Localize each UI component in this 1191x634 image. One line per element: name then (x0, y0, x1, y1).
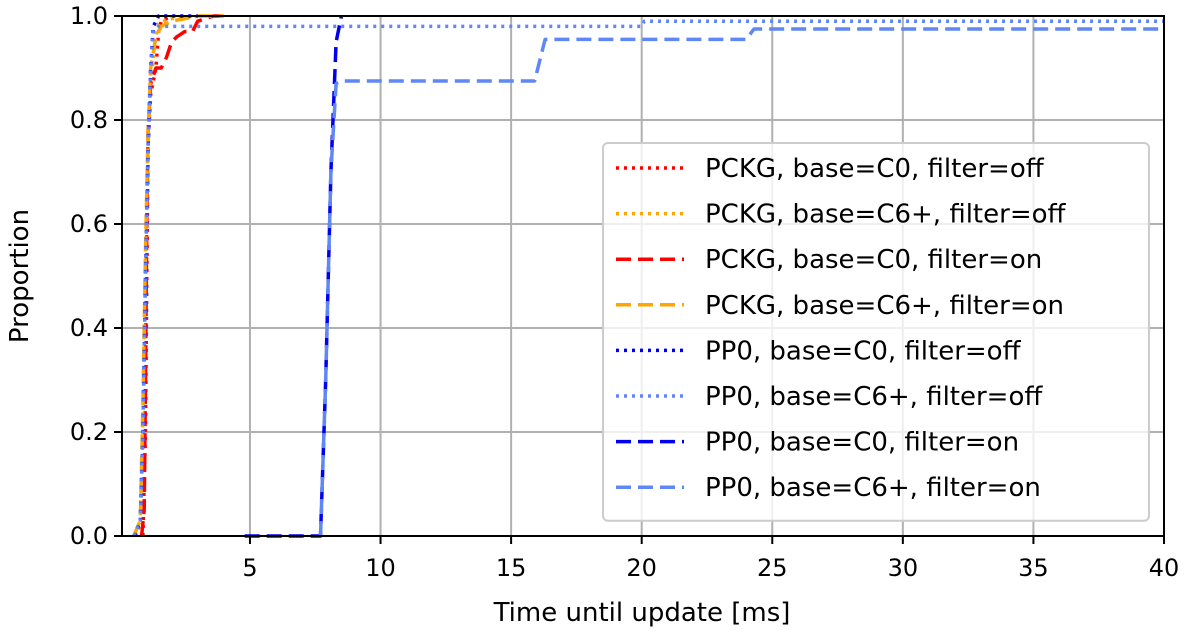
legend-label: PP0, base=C6+, filter=on (705, 473, 1041, 503)
legend-label: PP0, base=C0, filter=on (705, 428, 1019, 458)
x-tick-label: 15 (496, 554, 527, 582)
legend-label: PP0, base=C0, filter=off (705, 336, 1022, 366)
series-line (318, 27, 1164, 537)
series-line (139, 14, 224, 537)
series-lines (132, 14, 1164, 538)
x-axis-label: Time until update [ms] (493, 598, 791, 628)
x-tick-label: 25 (757, 554, 788, 582)
series-line (244, 15, 344, 538)
x-tick-label: 20 (626, 554, 657, 582)
x-tick-label: 30 (888, 554, 919, 582)
y-tick-label: 0.0 (70, 522, 108, 550)
legend-label: PCKG, base=C6+, filter=on (705, 291, 1064, 321)
axis-ticks: 5 10 15 20 25 30 35 40 0.0 0.2 0.4 0.6 0.8 1.0 (70, 2, 1179, 582)
y-tick-label: 0.8 (70, 106, 108, 134)
x-tick-label: 40 (1149, 554, 1180, 582)
legend: PCKG, base=C0, filter=off PCKG, base=C6+,… (602, 142, 1150, 522)
x-tick-label: 5 (242, 554, 257, 582)
y-tick-label: 0.6 (70, 210, 108, 238)
y-tick-label: 1.0 (70, 2, 108, 30)
y-tick-label: 0.2 (70, 418, 108, 446)
legend-label: PCKG, base=C0, filter=off (705, 154, 1045, 184)
legend-label: PCKG, base=C0, filter=on (705, 245, 1042, 275)
x-tick-label: 35 (1018, 554, 1049, 582)
legend-label: PCKG, base=C6+, filter=off (705, 200, 1067, 230)
plot-frame (121, 15, 1165, 537)
legend-label: PP0, base=C6+, filter=off (705, 382, 1043, 412)
legend-frame (602, 142, 1150, 522)
x-tick-label: 10 (365, 554, 396, 582)
y-tick-label: 0.4 (70, 314, 108, 342)
y-axis-label: Proportion (5, 209, 35, 343)
